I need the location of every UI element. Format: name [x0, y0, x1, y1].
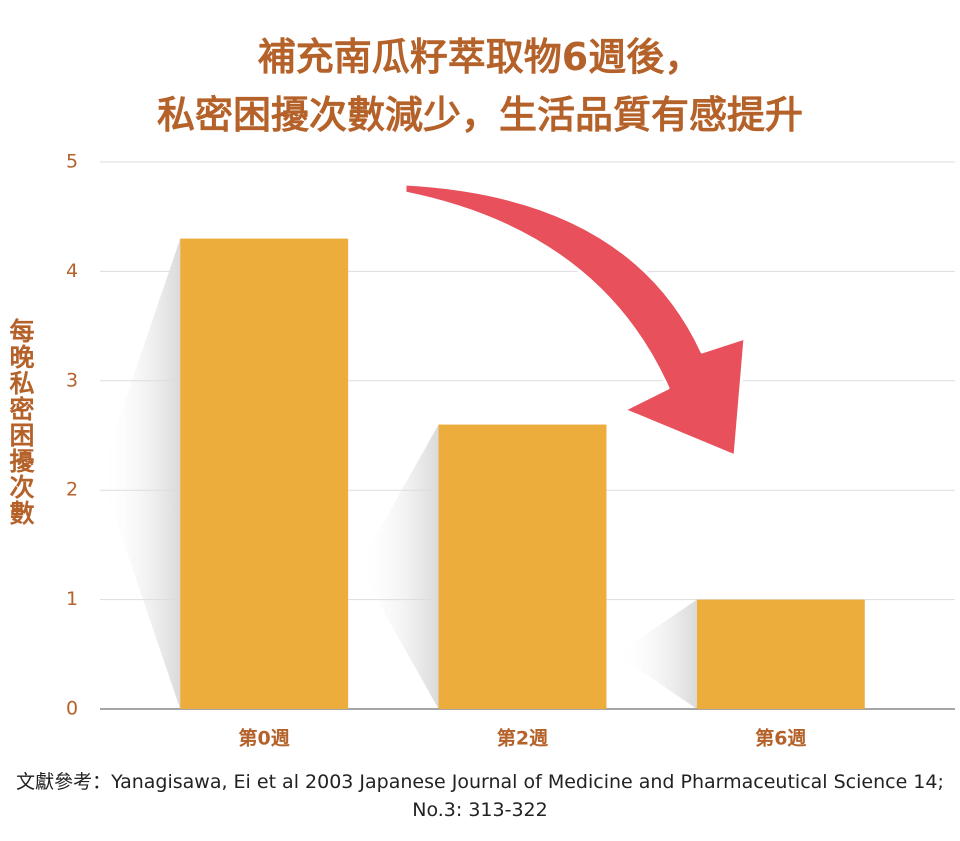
y-tick-label: 1 — [66, 588, 78, 610]
y-tick-label: 3 — [66, 369, 78, 391]
bar — [696, 599, 865, 709]
y-tick-label: 5 — [66, 151, 78, 173]
bar-shadow — [616, 599, 697, 709]
x-tick-label: 第0週 — [239, 727, 290, 750]
bar-shadow — [358, 424, 439, 709]
y-tick-label: 0 — [66, 698, 78, 720]
bar — [180, 238, 349, 709]
y-tick-label: 4 — [66, 260, 78, 282]
bar — [438, 424, 607, 709]
y-axis-label: 每晚私密困擾次數 — [6, 318, 35, 526]
bar-shadow — [100, 238, 181, 709]
y-tick-label: 2 — [66, 479, 78, 501]
x-tick-label: 第6週 — [755, 727, 806, 750]
chart-title: 補充南瓜籽萃取物6週後， 私密困擾次數減少，生活品質有感提升 — [156, 35, 803, 137]
source-note: 文獻參考：Yanagisawa, Ei et al 2003 Japanese … — [16, 771, 944, 821]
x-tick-label: 第2週 — [497, 727, 548, 750]
trend-arrow — [403, 182, 747, 458]
